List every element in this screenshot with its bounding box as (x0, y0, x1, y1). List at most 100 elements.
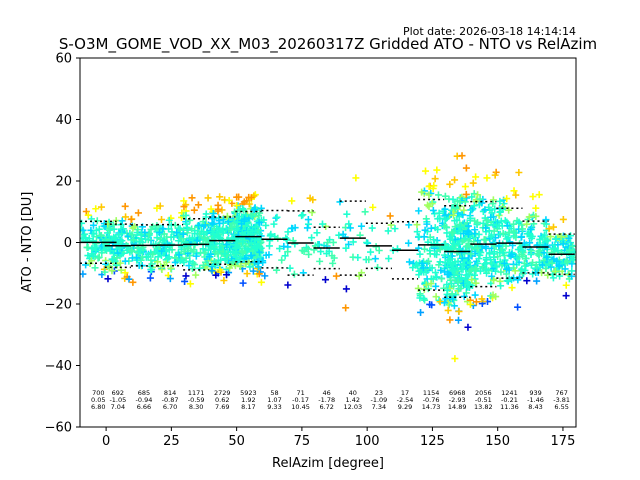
data-point (520, 259, 528, 267)
data-point (127, 215, 135, 223)
bin-stat-count: 23 (375, 389, 383, 397)
data-point (186, 216, 194, 224)
data-point (417, 308, 425, 316)
bin-stat-count: 1154 (423, 389, 440, 397)
y-tick-label: 20 (55, 175, 72, 190)
data-point (551, 244, 559, 252)
data-point (462, 164, 470, 172)
data-point (304, 216, 312, 224)
data-point (371, 255, 379, 263)
data-point (134, 226, 142, 234)
data-point (165, 246, 173, 254)
data-point (233, 225, 241, 233)
data-point (548, 259, 556, 267)
data-point (465, 228, 473, 236)
data-point (181, 277, 189, 285)
data-point (220, 277, 228, 284)
data-point (193, 237, 201, 245)
bin-stat-count: 2056 (475, 389, 492, 397)
data-point (93, 217, 101, 225)
data-point (446, 180, 454, 188)
data-point (470, 202, 478, 210)
data-point (466, 300, 474, 308)
data-point (253, 243, 261, 251)
data-point (208, 228, 216, 236)
data-point (496, 197, 504, 205)
data-point (374, 264, 382, 272)
data-point (186, 280, 194, 288)
data-point (175, 237, 183, 245)
data-point (436, 298, 444, 306)
bin-stat-std: 8.30 (189, 403, 203, 411)
data-point (270, 220, 278, 228)
data-point (433, 251, 441, 259)
bin-stat-mean: -0.21 (501, 396, 518, 404)
data-point (393, 245, 401, 253)
data-point (449, 195, 457, 203)
data-point (440, 299, 448, 307)
data-point (247, 252, 255, 260)
data-point (428, 264, 436, 272)
data-point (405, 239, 413, 247)
data-point (116, 259, 124, 267)
data-point (526, 239, 534, 247)
data-point (550, 223, 557, 231)
data-point (471, 265, 479, 273)
data-point (517, 233, 525, 241)
data-point (499, 240, 507, 248)
data-point (375, 246, 383, 254)
data-point (233, 193, 241, 201)
data-point (472, 279, 480, 287)
x-tick-label: 75 (294, 434, 311, 449)
data-point (510, 220, 518, 228)
data-point (510, 187, 518, 195)
data-point (418, 259, 426, 267)
data-point (261, 272, 269, 280)
data-point (459, 211, 467, 219)
data-point (210, 245, 218, 253)
data-point (434, 225, 442, 233)
bin-stat-mean: 0.62 (215, 396, 229, 404)
data-point (435, 296, 443, 304)
data-point (207, 257, 215, 265)
data-point (216, 240, 224, 248)
data-point (233, 218, 241, 226)
data-point (523, 277, 531, 285)
data-point (450, 211, 458, 219)
data-point (386, 212, 394, 220)
data-point (497, 282, 505, 290)
data-point (274, 234, 282, 242)
data-point (241, 215, 249, 223)
data-point (444, 306, 452, 314)
data-point (262, 251, 270, 259)
data-point (219, 242, 227, 250)
data-point (282, 234, 290, 242)
data-point (256, 242, 264, 250)
y-axis-label: ATO - NTO [DU] (20, 192, 35, 293)
data-point (454, 278, 462, 286)
data-point (457, 265, 465, 273)
data-point (369, 203, 377, 211)
data-point (232, 253, 240, 261)
data-point (474, 191, 482, 199)
data-point (225, 196, 233, 204)
data-point (550, 255, 558, 263)
data-point (510, 227, 518, 235)
data-point (535, 191, 543, 199)
data-point (452, 237, 460, 245)
data-point (460, 206, 468, 214)
data-point (134, 209, 142, 217)
x-tick-label: 125 (420, 434, 445, 449)
data-point (496, 208, 504, 216)
data-point (186, 257, 194, 265)
data-point (179, 230, 187, 238)
data-point (448, 290, 456, 298)
data-point (405, 258, 413, 266)
data-point (427, 224, 435, 232)
data-point (135, 238, 143, 246)
x-tick-label: 100 (355, 434, 380, 449)
bin-stat-std: 12.03 (343, 403, 362, 411)
data-point (532, 204, 540, 212)
data-point (207, 205, 215, 213)
bin-stat-mean: 1.92 (241, 396, 255, 404)
